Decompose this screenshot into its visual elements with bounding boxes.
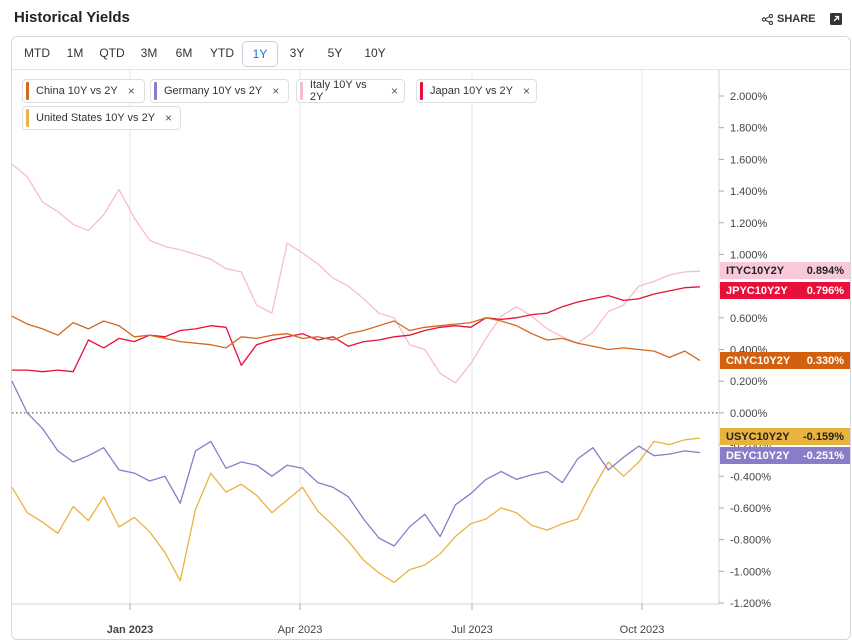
legend-swatch bbox=[300, 82, 303, 100]
series-value-label: USYC10Y2Y -0.159% bbox=[720, 428, 850, 445]
tab-6m[interactable]: 6M bbox=[175, 46, 193, 60]
x-tick-label: Apr 2023 bbox=[278, 624, 323, 636]
remove-series-icon[interactable]: × bbox=[390, 84, 398, 98]
legend-label: Japan 10Y vs 2Y bbox=[430, 85, 513, 97]
tab-1m[interactable]: 1M bbox=[66, 46, 84, 60]
tab-ytd[interactable]: YTD bbox=[210, 46, 234, 60]
series-value: 0.796% bbox=[806, 284, 844, 297]
y-tick-label: -0.400% bbox=[730, 471, 771, 483]
y-tick-label: 0.600% bbox=[730, 313, 768, 325]
legend-chip[interactable]: Italy 10Y vs 2Y × bbox=[296, 79, 405, 103]
series-code: USYC10Y2Y bbox=[726, 430, 790, 443]
series-value-label: JPYC10Y2Y 0.796% bbox=[720, 282, 850, 299]
legend-swatch bbox=[26, 109, 29, 127]
remove-series-icon[interactable]: × bbox=[165, 111, 173, 125]
y-tick-label: 2.000% bbox=[730, 91, 768, 103]
tab-5y[interactable]: 5Y bbox=[327, 46, 343, 60]
chart-panel: MTD 1M QTD 3M 6M YTD 1Y 3Y 5Y 10Y bbox=[11, 36, 851, 640]
series-line-united-states-10y-vs-2y bbox=[11, 437, 701, 584]
legend-label: Germany 10Y vs 2Y bbox=[164, 85, 263, 97]
series-value: -0.251% bbox=[803, 449, 844, 462]
y-tick-label: 0.200% bbox=[730, 376, 768, 388]
series-value-label: DEYC10Y2Y -0.251% bbox=[720, 447, 850, 464]
tab-10y[interactable]: 10Y bbox=[364, 46, 386, 60]
remove-series-icon[interactable]: × bbox=[272, 84, 280, 98]
remove-series-icon[interactable]: × bbox=[127, 84, 135, 98]
series-value-label: CNYC10Y2Y 0.330% bbox=[720, 352, 850, 369]
tab-3y[interactable]: 3Y bbox=[289, 46, 305, 60]
legend-chip[interactable]: Germany 10Y vs 2Y × bbox=[150, 79, 289, 103]
y-tick-label: 1.200% bbox=[730, 218, 768, 230]
legend-label: United States 10Y vs 2Y bbox=[36, 112, 156, 124]
series-line-japan-10y-vs-2y bbox=[12, 286, 701, 373]
series-code: JPYC10Y2Y bbox=[726, 284, 788, 297]
page-title: Historical Yields bbox=[14, 9, 130, 26]
series-value: -0.159% bbox=[803, 430, 844, 443]
y-tick-label: 1.000% bbox=[730, 249, 768, 261]
legend-chip[interactable]: Japan 10Y vs 2Y × bbox=[416, 79, 537, 103]
legend-swatch bbox=[26, 82, 29, 100]
series-value: 0.330% bbox=[806, 354, 844, 367]
legend-chip[interactable]: United States 10Y vs 2Y × bbox=[22, 106, 181, 130]
series-code: ITYC10Y2Y bbox=[726, 264, 785, 277]
series-line-germany-10y-vs-2y bbox=[11, 380, 701, 547]
y-tick-label: -0.600% bbox=[730, 503, 771, 515]
tab-1y[interactable]: 1Y bbox=[242, 41, 278, 67]
y-tick-label: -0.800% bbox=[730, 535, 771, 547]
share-icon bbox=[762, 13, 773, 25]
tab-3m[interactable]: 3M bbox=[140, 46, 158, 60]
legend-label: China 10Y vs 2Y bbox=[36, 85, 118, 97]
y-tick-label: -1.200% bbox=[730, 598, 771, 610]
series-code: DEYC10Y2Y bbox=[726, 449, 790, 462]
expand-icon[interactable] bbox=[830, 13, 842, 25]
legend-swatch bbox=[154, 82, 157, 100]
share-label: SHARE bbox=[777, 13, 816, 25]
legend-chip[interactable]: China 10Y vs 2Y × bbox=[22, 79, 145, 103]
tab-mtd[interactable]: MTD bbox=[24, 46, 50, 60]
legend-label: Italy 10Y vs 2Y bbox=[309, 79, 367, 103]
remove-series-icon[interactable]: × bbox=[522, 84, 530, 98]
y-tick-label: 1.800% bbox=[730, 123, 768, 135]
x-tick-label: Oct 2023 bbox=[620, 624, 665, 636]
x-tick-label: Jan 2023 bbox=[107, 624, 153, 636]
series-code: CNYC10Y2Y bbox=[726, 354, 791, 367]
legend-swatch bbox=[420, 82, 423, 100]
series-value: 0.894% bbox=[806, 264, 844, 277]
tab-qtd[interactable]: QTD bbox=[99, 46, 125, 60]
header: Historical Yields SHARE bbox=[0, 0, 852, 36]
y-tick-label: 1.600% bbox=[730, 154, 768, 166]
y-tick-label: 1.400% bbox=[730, 186, 768, 198]
share-button[interactable]: SHARE bbox=[762, 13, 816, 25]
range-tabs: MTD 1M QTD 3M 6M YTD 1Y 3Y 5Y 10Y bbox=[12, 37, 850, 70]
x-tick-label: Jul 2023 bbox=[451, 624, 493, 636]
y-tick-label: -1.000% bbox=[730, 566, 771, 578]
series-line-italy-10y-vs-2y bbox=[11, 163, 701, 384]
y-tick-label: 0.000% bbox=[730, 408, 768, 420]
series-value-label: ITYC10Y2Y 0.894% bbox=[720, 262, 850, 279]
series-line-china-10y-vs-2y bbox=[11, 315, 701, 362]
